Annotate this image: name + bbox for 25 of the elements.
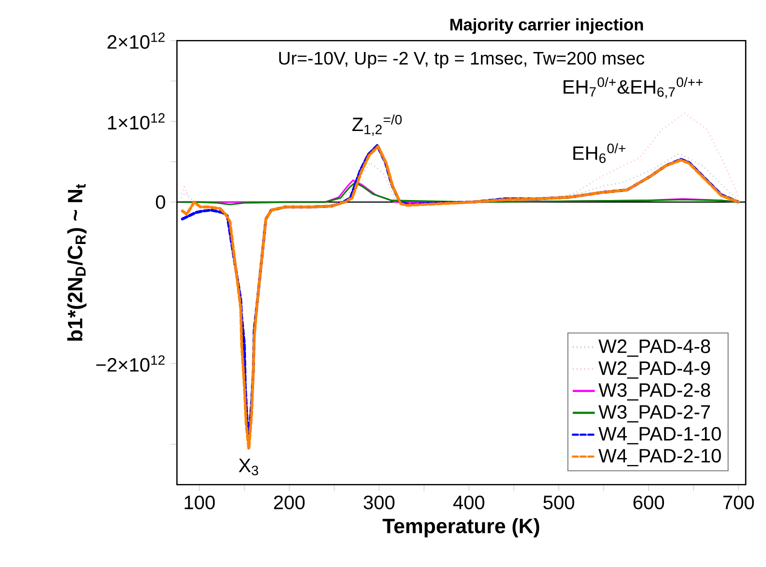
y-tick-label: −2×10$^{12}$ (96, 355, 165, 372)
x-tick-label: 500 (543, 496, 574, 510)
y-axis-title: b1*(2N$_{D}$/C$_{R}$) ~ N$_{t}$ (67, 184, 87, 341)
x-tick-label: 400 (453, 496, 484, 510)
y-tick-label: 0 (156, 195, 166, 210)
legend-label: W2_PAD-4-8 (598, 340, 710, 357)
y-tick-label: 1×10$^{12}$ (108, 113, 165, 130)
annotation: X$_{3}$ (238, 458, 258, 476)
legend-label: W3_PAD-2-8 (598, 383, 710, 401)
legend-label: W4_PAD-1-10 (598, 427, 721, 444)
x-tick-label: 200 (274, 496, 305, 510)
annotation: EH$_{6}$0/+ (573, 143, 626, 164)
x-tick-label: 600 (634, 496, 664, 510)
x-tick-label: 700 (723, 496, 754, 510)
legend-label: W2_PAD-4-9 (598, 361, 710, 379)
x-tick-label: 300 (364, 496, 394, 510)
x-tick-label: 100 (184, 496, 215, 510)
annotation: Ur=-10V, Up= -2 V, tp = 1msec, Tw=200 msec (279, 52, 644, 68)
legend-label: W3_PAD-2-7 (598, 405, 710, 423)
annotation: EH$_{7}$$^{0/+}$&EH$_{6,7}$0/++ (564, 77, 703, 99)
x-axis-title: Temperature (K) (382, 518, 540, 538)
chart-title: Majority carrier injection (450, 18, 643, 34)
legend-label: W4_PAD-2-10 (598, 448, 721, 466)
annotation: Z$_{1,2}$=/0 (352, 114, 402, 136)
y-tick-label: 2×10$^{12}$ (108, 32, 165, 49)
